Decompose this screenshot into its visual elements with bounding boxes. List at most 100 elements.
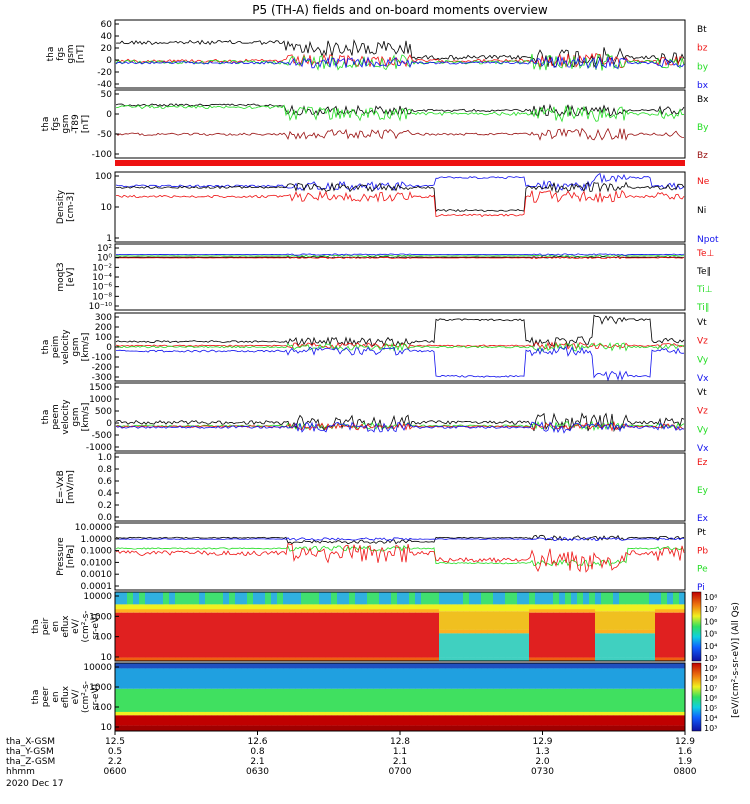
- spectrogram-cell: [403, 725, 410, 731]
- panel-1: 50 0 -50 -100 tha fgs gsm -T89 [nT] Bx By Bz: [41, 89, 709, 161]
- series-line: [115, 314, 685, 348]
- spectrogram-cell: [301, 663, 308, 669]
- spectrogram-cell: [589, 663, 596, 669]
- spectrogram-cell: [145, 688, 152, 712]
- spectrogram-cell: [625, 725, 632, 731]
- spectrogram-cell: [229, 604, 236, 612]
- spectrogram-cell: [559, 668, 566, 689]
- spectrogram-cell: [571, 604, 578, 612]
- spectrogram-cell: [151, 715, 158, 726]
- spectrogram-cell: [661, 657, 668, 661]
- spectrogram-cell: [427, 663, 434, 669]
- spectrogram-cell: [601, 715, 608, 726]
- spectrogram-cell: [115, 711, 122, 716]
- spectrogram-cell: [115, 592, 122, 605]
- spectrogram-cell: [643, 725, 650, 731]
- spectrogram-cell: [355, 612, 362, 658]
- spectrogram-cell: [619, 711, 626, 716]
- spectrogram-cell: [439, 604, 446, 612]
- spectrogram-cell: [499, 715, 506, 726]
- spectrogram-cell: [673, 609, 680, 613]
- spectrogram-cell: [217, 688, 224, 712]
- series-line: [116, 345, 685, 381]
- spectrogram-cell: [667, 668, 674, 689]
- spectrogram-cell: [343, 609, 350, 613]
- spectrogram-cell: [121, 604, 128, 612]
- spectrogram-cell: [163, 725, 170, 731]
- spectrogram-cell: [487, 611, 494, 630]
- spectrogram-cell: [235, 612, 242, 658]
- spectrogram-cell: [601, 633, 608, 658]
- spectrogram-cell: [121, 612, 128, 658]
- spectrogram-cell: [301, 711, 308, 716]
- spectrogram-cell: [271, 609, 278, 613]
- spectrogram-cell: [229, 668, 236, 689]
- series-line: [115, 52, 685, 69]
- spectrogram-cell: [397, 725, 404, 731]
- spectrogram-cell: [115, 688, 122, 712]
- spectrogram-cell: [343, 688, 350, 712]
- spectrogram-cell: [307, 657, 314, 661]
- spectrogram-cell: [235, 725, 242, 731]
- spectrogram-cell: [325, 612, 332, 658]
- spectrogram-cell: [199, 592, 206, 605]
- spectrogram-cell: [421, 668, 428, 689]
- spectrogram-cell: [253, 663, 260, 669]
- spectrogram-cell: [577, 688, 584, 712]
- spectrogram-cell: [139, 612, 146, 658]
- spectrogram-cell: [241, 725, 248, 731]
- spectrogram-cell: [133, 612, 140, 658]
- spectrogram-cell: [157, 609, 164, 613]
- y-tick-label: 0.0100: [81, 558, 113, 568]
- series-line: [115, 56, 685, 70]
- x-row-label: 2020 Dec 17: [6, 779, 64, 789]
- spectrogram-cell: [523, 629, 530, 634]
- spectrogram-cell: [463, 715, 470, 726]
- spectrogram-cell: [193, 725, 200, 731]
- spectrogram-cell: [637, 604, 644, 612]
- spectrogram-cell: [517, 715, 524, 726]
- y-tick-label: 1: [106, 234, 112, 244]
- spectrogram-cell: [523, 611, 530, 630]
- legend-entry: Pb: [697, 546, 708, 556]
- spectrogram-cell: [391, 604, 398, 612]
- spectrogram-cell: [559, 604, 566, 612]
- spectrogram-cell: [547, 688, 554, 712]
- spectrogram-cell: [457, 633, 464, 658]
- spectrogram-cell: [229, 725, 236, 731]
- y-axis-label: tha: [41, 410, 51, 425]
- colorbar-tick-label: 10³: [704, 724, 717, 733]
- spectrogram-cell: [157, 688, 164, 712]
- spectrogram-cell: [625, 629, 632, 634]
- spectrogram-cell: [283, 604, 290, 612]
- spectrogram-cell: [349, 715, 356, 726]
- spectrogram-cell: [415, 668, 422, 689]
- spectrogram-cell: [415, 711, 422, 716]
- spectrogram-cell: [613, 604, 620, 612]
- spectrogram-cell: [403, 609, 410, 613]
- spectrogram-cell: [529, 604, 536, 612]
- spectrogram-cell: [463, 604, 470, 612]
- spectrogram-cell: [115, 604, 122, 612]
- legend-entry: Npot: [697, 235, 719, 245]
- y-tick-label: -1000: [86, 443, 112, 453]
- y-axis-label: peir: [41, 617, 51, 635]
- spectrogram-cell: [577, 604, 584, 612]
- spectrogram-cell: [415, 604, 422, 612]
- spectrogram-cell: [217, 711, 224, 716]
- spectrogram-cell: [481, 725, 488, 731]
- spectrogram-cell: [169, 711, 176, 716]
- spectrogram-cell: [445, 663, 452, 669]
- spectrogram-cell: [451, 592, 458, 605]
- spectrogram-cell: [181, 612, 188, 658]
- spectrogram-cell: [589, 688, 596, 712]
- spectrogram-cell: [181, 663, 188, 669]
- spectrogram-cell: [349, 725, 356, 731]
- spectrogram-cell: [277, 715, 284, 726]
- spectrogram-cell: [253, 711, 260, 716]
- spectrogram-cell: [427, 604, 434, 612]
- spectrogram-cell: [583, 657, 590, 661]
- spectrogram-cell: [307, 688, 314, 712]
- spectrogram-cell: [301, 604, 308, 612]
